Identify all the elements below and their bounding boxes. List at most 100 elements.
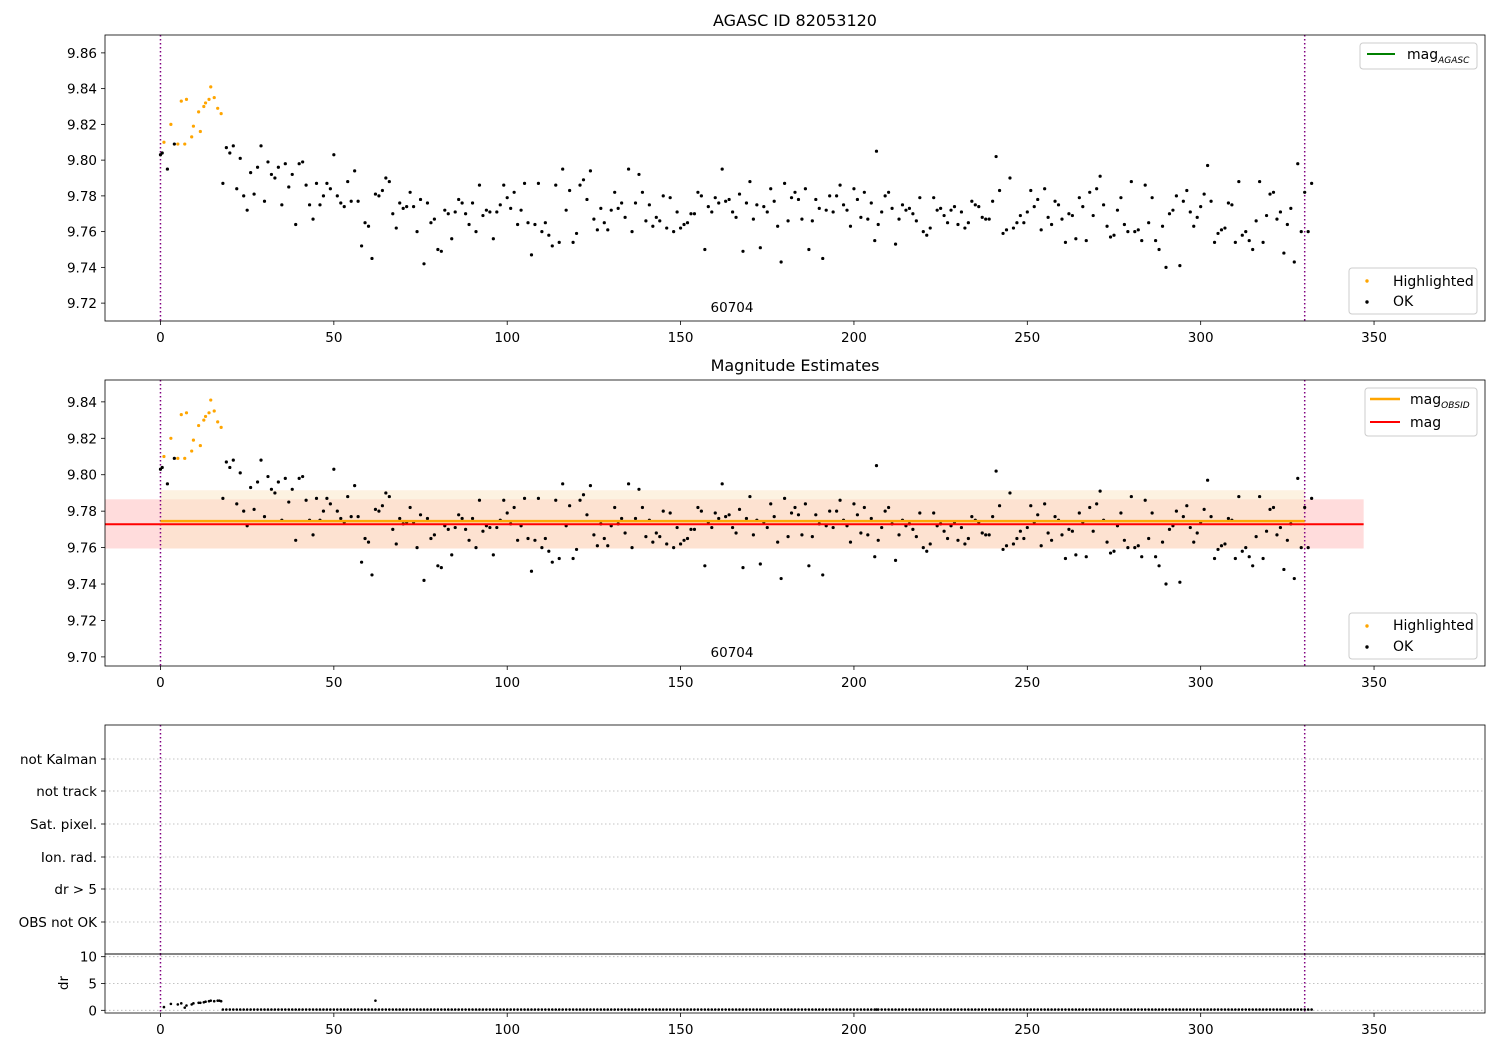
ok-point (973, 203, 977, 207)
ok-point (966, 221, 970, 225)
ok-point (1112, 549, 1116, 553)
ok-point (772, 199, 776, 203)
flag-category-label: Sat. pixel. (30, 817, 97, 833)
dr-point (540, 1008, 544, 1011)
dr-point (894, 1008, 897, 1011)
dr-point (599, 1008, 603, 1011)
ok-point (346, 179, 350, 184)
dr-point (703, 1008, 707, 1011)
dr-point (790, 1008, 793, 1011)
ok-point (1233, 240, 1237, 244)
ok-point (1268, 507, 1272, 511)
dr-point (939, 1008, 942, 1011)
dr-point (1057, 1008, 1060, 1011)
highlighted-point (179, 99, 183, 103)
ok-point (436, 247, 440, 252)
ok-point (1296, 162, 1300, 166)
dr-point (1039, 1008, 1043, 1011)
dr-point (1091, 1008, 1095, 1011)
ok-point (516, 538, 520, 542)
ok-point (1292, 260, 1296, 264)
ok-point (793, 505, 797, 510)
dr-point (1119, 1008, 1123, 1011)
dr-point (1175, 1008, 1178, 1011)
ok-point (470, 201, 475, 205)
ok-point (675, 210, 679, 214)
ok-point (758, 246, 762, 250)
panel2-plot-area: 9.70 9.72 9.74 9.76 9.78 9.80 9.82 9.84 0 50 100 15… (67, 379, 1486, 691)
legend-frame (1348, 612, 1478, 660)
ok-point (769, 502, 773, 506)
highlighted-point (219, 112, 223, 116)
ok-point (533, 538, 537, 542)
ok-point (661, 509, 665, 513)
dr-point (783, 1008, 786, 1011)
ok-point (1119, 511, 1123, 515)
ok-point (1063, 240, 1068, 244)
dr-point (235, 1008, 239, 1011)
dr-point (1230, 1008, 1234, 1011)
ok-point (363, 221, 367, 225)
ok-point (1285, 538, 1289, 542)
ok-point (522, 181, 527, 185)
ok-point (1046, 531, 1050, 535)
ok-point (810, 535, 814, 539)
ok-point (301, 474, 305, 479)
x-tick-label: 350 (1361, 330, 1387, 346)
dr-point (231, 1008, 235, 1011)
dr-point (564, 1008, 568, 1011)
ok-point (1129, 179, 1133, 184)
ok-point (488, 525, 492, 530)
highlighted-point (219, 425, 223, 429)
ok-point (897, 217, 901, 221)
axes-frame (104, 953, 1486, 1014)
dr-point (426, 1008, 429, 1011)
ok-point (789, 196, 794, 200)
ok-point (446, 527, 450, 531)
ok-point (522, 496, 527, 501)
dr-point (401, 1008, 405, 1011)
dr-point (793, 1008, 797, 1011)
ok-point (408, 505, 412, 510)
dr-point (1130, 1008, 1133, 1011)
dr-point (1060, 1008, 1064, 1011)
ok-point (949, 208, 953, 212)
dr-point (797, 1008, 800, 1011)
ok-point (1164, 582, 1168, 586)
ok-point (266, 474, 270, 479)
ok-point (807, 247, 811, 252)
ok-point (880, 210, 884, 214)
dr-point (436, 1008, 440, 1011)
ok-point (706, 205, 710, 209)
ok-point (269, 487, 274, 491)
ok-point (547, 233, 551, 237)
ok-point (1122, 538, 1126, 542)
ok-point (710, 525, 714, 530)
dr-point (765, 1008, 769, 1011)
ok-point (880, 525, 884, 530)
dr-point (994, 1008, 998, 1011)
ok-point (505, 511, 509, 515)
ok-point (1160, 224, 1165, 228)
ok-point (1185, 504, 1189, 508)
ok-point (782, 181, 787, 185)
ok-point (443, 208, 447, 212)
ok-point (890, 206, 894, 210)
ok-point (1101, 203, 1106, 207)
ok-point (1306, 230, 1310, 234)
flag-category-label: not Kalman (20, 752, 97, 768)
ok-point (1212, 556, 1217, 561)
ok-point (588, 169, 593, 173)
y-tick-label: 0 (88, 1003, 97, 1019)
ok-point (1299, 230, 1303, 234)
ok-point (640, 505, 645, 510)
y-tick-label: 9.76 (67, 225, 97, 241)
ok-point (294, 538, 298, 542)
ok-point (366, 540, 371, 544)
ok-point (956, 222, 960, 227)
dr-point (446, 1008, 450, 1011)
ok-point (1049, 538, 1054, 542)
dr-point (991, 1008, 994, 1011)
ok-point (824, 208, 828, 212)
